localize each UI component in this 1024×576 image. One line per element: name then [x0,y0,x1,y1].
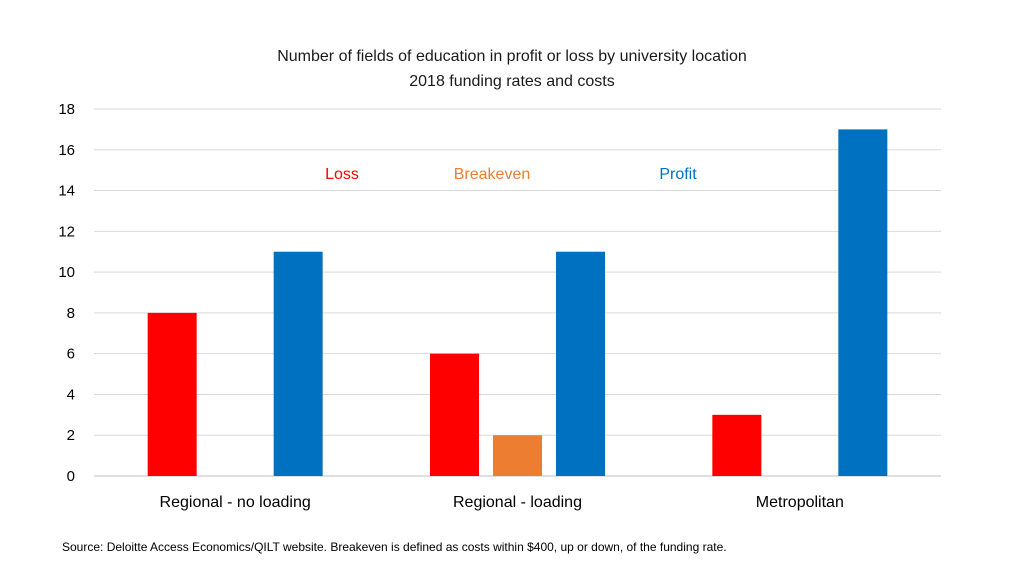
bar-loss [712,414,762,476]
legend-item-loss: Loss [325,166,359,183]
bar-loss [430,353,479,476]
chart-subtitle: 2018 funding rates and costs [409,73,615,90]
y-tick-label: 16 [58,142,75,159]
bars [147,129,888,476]
y-tick-label: 12 [58,223,75,240]
bar-loss [147,312,197,476]
legend-item-profit: Profit [659,166,697,183]
gridlines [94,108,941,477]
legend-item-breakeven: Breakeven [454,166,531,183]
y-tick-label: 10 [58,264,75,281]
y-tick-label: 4 [67,386,75,403]
category-labels: Regional - no loading Regional - loading M… [160,494,844,511]
category-label: Metropolitan [756,494,844,511]
y-axis-ticks: 0 2 4 6 8 10 12 14 16 18 [58,101,75,485]
y-tick-label: 2 [67,427,75,444]
bar-profit [556,251,605,476]
source-note: Source: Deloitte Access Economics/QILT w… [62,540,727,554]
y-tick-label: 8 [67,305,75,322]
bar-profit [273,251,323,476]
chart-title: Number of fields of education in profit … [277,48,747,65]
bar-profit [838,129,888,476]
category-label: Regional - loading [453,494,582,511]
y-tick-label: 14 [58,183,75,200]
y-tick-label: 6 [67,346,75,363]
bar-breakeven [493,435,542,476]
category-label: Regional - no loading [160,494,311,511]
y-tick-label: 18 [58,101,75,118]
y-tick-label: 0 [67,468,75,485]
legend: Loss Breakeven Profit [325,166,697,183]
